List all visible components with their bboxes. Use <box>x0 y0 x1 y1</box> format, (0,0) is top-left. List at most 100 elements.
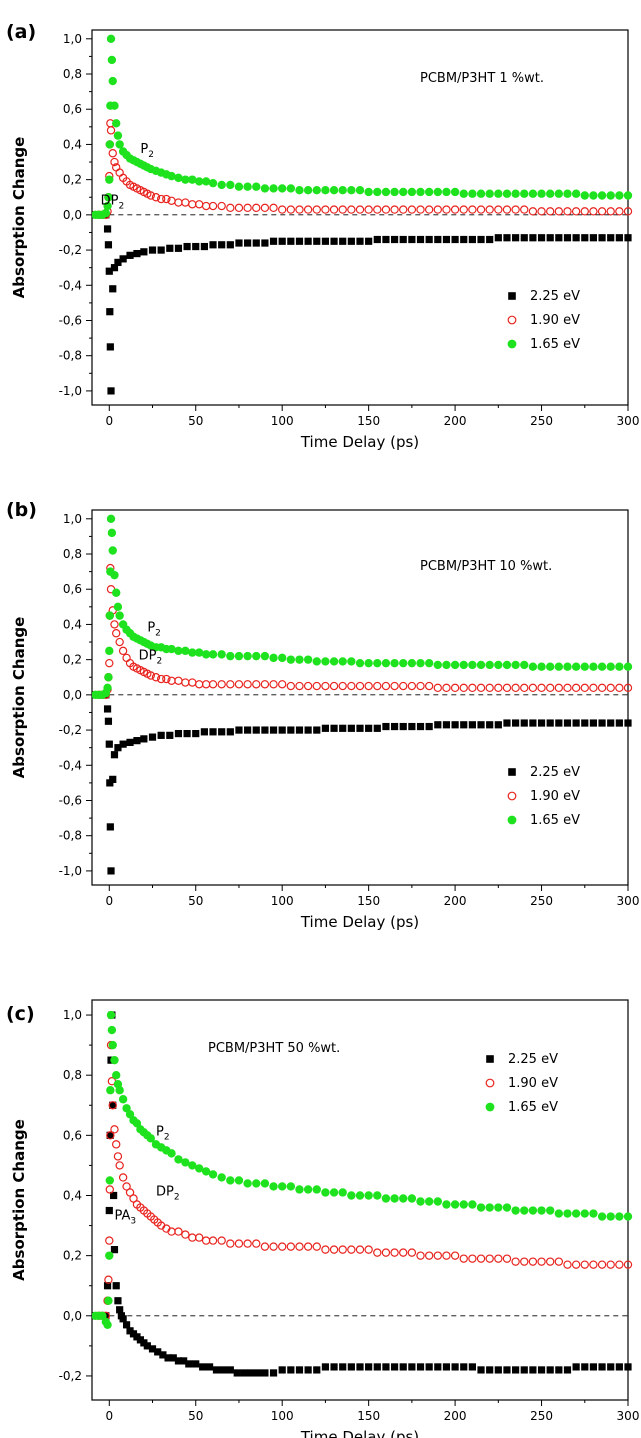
data-point <box>303 205 313 214</box>
data-point <box>390 722 399 731</box>
data-point <box>520 1366 528 1374</box>
data-point <box>589 683 598 693</box>
data-point <box>382 722 390 731</box>
data-point <box>174 646 183 656</box>
data-point <box>399 681 408 691</box>
data-point <box>606 191 615 200</box>
data-point <box>201 650 211 659</box>
data-point <box>217 180 226 190</box>
annotation-subscript: 2 <box>164 1132 170 1142</box>
data-point <box>624 719 632 727</box>
data-point <box>287 237 295 245</box>
legend-label: 1.90 eV <box>508 1076 558 1091</box>
data-point <box>329 681 339 691</box>
y-axis-title: Absorption Change <box>10 137 28 299</box>
data-point <box>338 681 347 691</box>
data-point <box>261 726 269 734</box>
data-point <box>247 1369 255 1377</box>
x-tick-label: 150 <box>357 414 380 428</box>
data-point <box>162 194 171 204</box>
x-tick-label: 250 <box>530 414 553 428</box>
legend-label: 1.65 eV <box>530 337 580 352</box>
legend-marker <box>485 1102 495 1112</box>
data-point <box>355 1191 365 1200</box>
x-tick-label: 300 <box>617 894 640 908</box>
x-tick-label: 200 <box>444 414 467 428</box>
legend: 2.25 eV 1.90 eV 1.65 eV <box>507 765 580 828</box>
data-point <box>555 234 563 242</box>
data-point <box>571 1209 581 1218</box>
data-point <box>108 546 117 555</box>
data-point <box>347 657 356 666</box>
y-tick-label: -1,0 <box>59 384 82 398</box>
data-point <box>537 683 546 693</box>
data-point <box>554 662 564 671</box>
data-point <box>303 655 313 664</box>
data-point <box>199 1363 207 1371</box>
data-point <box>494 683 503 693</box>
data-point <box>365 237 373 245</box>
data-point <box>416 1363 425 1371</box>
data-point <box>502 683 512 693</box>
data-point <box>304 1366 312 1374</box>
data-point <box>112 588 121 597</box>
data-point <box>113 602 123 612</box>
data-point <box>528 1206 538 1215</box>
data-point <box>615 1260 624 1269</box>
legend-marker <box>486 1055 494 1063</box>
data-point <box>286 655 296 664</box>
data-point <box>234 182 244 191</box>
data-point <box>399 1194 408 1203</box>
data-point <box>451 235 459 244</box>
data-point <box>606 1260 615 1269</box>
data-point <box>416 722 425 731</box>
data-point <box>167 171 176 181</box>
data-point <box>106 34 116 44</box>
data-point <box>233 1369 241 1377</box>
data-point <box>115 1086 124 1095</box>
data-point <box>571 189 581 198</box>
data-point <box>269 680 278 689</box>
data-point <box>174 1155 183 1164</box>
data-point <box>252 203 261 213</box>
y-tick-label: 0,8 <box>63 1068 82 1082</box>
data-point <box>373 1191 382 1200</box>
data-point <box>407 681 417 691</box>
data-point <box>545 1206 555 1215</box>
data-point <box>243 182 252 191</box>
data-point <box>554 1209 564 1218</box>
data-point <box>148 246 157 254</box>
data-point <box>208 1170 218 1179</box>
series-1-90-eV <box>94 563 633 700</box>
data-point <box>581 719 589 727</box>
data-point <box>450 1200 460 1209</box>
data-point <box>502 1203 512 1212</box>
data-point <box>169 1354 177 1362</box>
data-point <box>545 1257 555 1266</box>
data-point <box>450 205 460 214</box>
data-point <box>110 1055 119 1065</box>
data-point <box>106 1010 116 1020</box>
y-tick-label: 0,0 <box>63 208 82 222</box>
data-point <box>330 1363 338 1371</box>
chart-panel-1: (b) 1,0 0,8 0,6 0,4 0,2 0,0 -0,2 -0,4 -0,6 -0,8 -1,… <box>6 499 639 931</box>
data-point <box>572 234 580 242</box>
data-point <box>365 1363 373 1371</box>
data-point <box>554 207 564 216</box>
data-point <box>399 205 408 214</box>
data-point <box>107 55 117 65</box>
data-point <box>450 683 460 693</box>
data-point <box>511 205 520 214</box>
chart-title: PCBM/P3HT 1 %wt. <box>420 71 544 86</box>
data-point <box>312 681 321 691</box>
y-tick-label: 1,0 <box>63 1008 82 1022</box>
legend-marker <box>508 292 516 300</box>
data-point <box>330 724 338 732</box>
data-point <box>485 205 494 214</box>
x-tick-label: 300 <box>617 414 640 428</box>
data-point <box>442 1251 451 1260</box>
data-point <box>486 1366 494 1374</box>
data-point <box>260 680 270 689</box>
data-point <box>356 724 364 732</box>
data-point <box>112 629 121 638</box>
